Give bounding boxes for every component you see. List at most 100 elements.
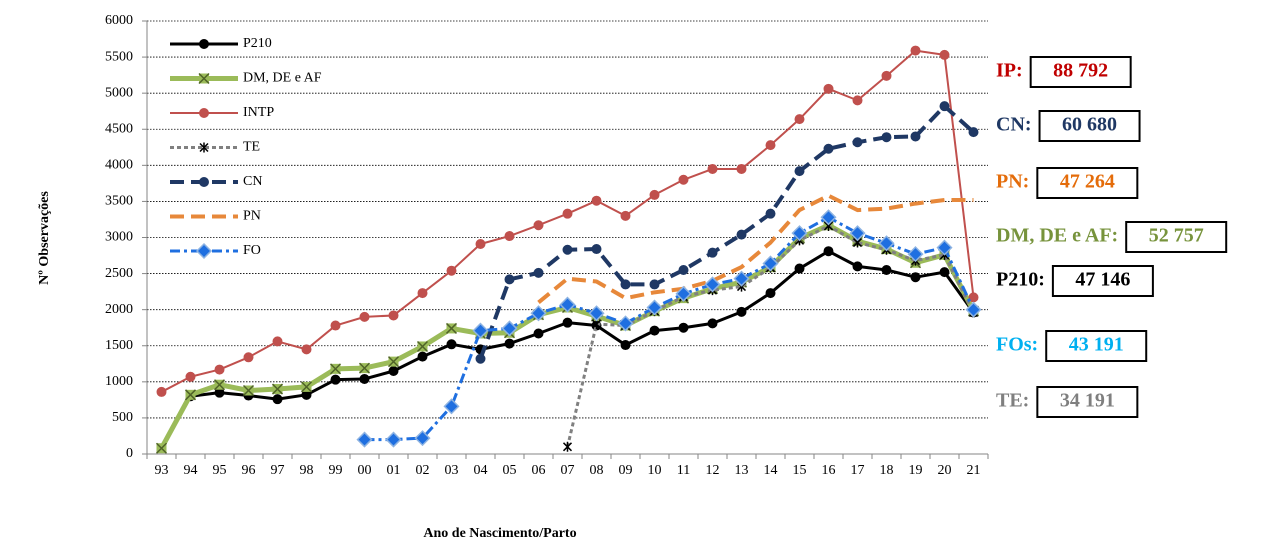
marker: [704, 276, 721, 293]
annotation-label: TE:: [996, 390, 1029, 412]
marker: [878, 235, 895, 252]
annotation-value: 43 191: [1069, 334, 1124, 356]
legend-label: DM, DE e AF: [243, 71, 322, 86]
annotation-label: CN:: [996, 114, 1032, 136]
legend-item: TE: [170, 140, 260, 155]
x-tick-label: 09: [619, 463, 633, 478]
marker: [907, 246, 924, 263]
legend-label: CN: [243, 174, 262, 189]
x-tick-label: 13: [735, 463, 749, 478]
x-tick-label: 06: [532, 463, 546, 478]
marker: [910, 131, 921, 142]
y-tick-label: 500: [112, 410, 133, 425]
y-tick-label: 3500: [105, 194, 133, 209]
legend-item: CN: [170, 174, 262, 189]
legend-item: DM, DE e AF: [170, 71, 322, 86]
series: [537, 193, 974, 304]
annotation-box: [1036, 386, 1139, 418]
annotation-value: 34 191: [1060, 390, 1115, 412]
series: [156, 45, 979, 397]
marker: [387, 356, 400, 368]
marker: [852, 261, 863, 272]
marker-cross: [416, 340, 429, 353]
x-axis-title: Ano de Nascimento/Parto: [423, 526, 576, 541]
marker: [475, 353, 486, 364]
legend-label: PN: [243, 209, 261, 224]
annotation-label: PN:: [996, 171, 1029, 193]
series-line: [478, 104, 975, 360]
marker: [195, 242, 213, 260]
y-tick-label: 0: [126, 446, 133, 461]
marker: [155, 442, 168, 454]
marker: [939, 101, 950, 112]
annotation-value: 47 264: [1060, 171, 1115, 193]
annotation-box: [1051, 265, 1154, 297]
series: [475, 101, 979, 364]
legend-item: PN: [170, 209, 261, 224]
marker: [910, 272, 921, 283]
marker: [649, 279, 660, 290]
annotation-value: 52 757: [1149, 225, 1204, 247]
x-tick-label: 12: [706, 463, 720, 478]
marker: [591, 244, 602, 255]
marker: [678, 322, 689, 333]
marker: [300, 381, 313, 393]
annotation-box: [1036, 167, 1139, 199]
marker: [736, 163, 747, 174]
marker: [562, 441, 573, 452]
y-tick-label: 1000: [105, 374, 133, 389]
marker: [588, 305, 605, 322]
legend-label: P210: [243, 36, 272, 51]
marker: [939, 49, 950, 60]
marker: [823, 83, 834, 94]
annotation: FOs: 43 191: [996, 330, 1148, 362]
marker: [620, 210, 631, 221]
series-line: [364, 215, 975, 442]
marker: [736, 229, 747, 240]
marker: [184, 389, 197, 401]
y-tick-label: 1500: [105, 338, 133, 353]
marker-cross: [155, 442, 168, 454]
marker: [562, 317, 573, 328]
marker: [214, 364, 225, 375]
x-tick-label: 20: [938, 463, 952, 478]
annotation-box: [1045, 330, 1148, 362]
marker: [472, 322, 489, 339]
marker: [965, 301, 982, 318]
marker: [881, 70, 892, 81]
marker: [242, 384, 255, 397]
y-tick-label: 2500: [105, 266, 133, 281]
x-tick-label: 14: [764, 463, 778, 478]
x-tick-label: 15: [793, 463, 807, 478]
marker-cross: [358, 362, 371, 374]
y-tick-label: 3000: [105, 230, 133, 245]
marker: [675, 285, 692, 302]
marker: [939, 267, 950, 278]
marker-cross: [329, 363, 342, 375]
annotation: P210: 47 146: [996, 265, 1154, 297]
marker-cross: [184, 389, 197, 401]
marker: [881, 132, 892, 143]
annotation-label: DM, DE e AF:: [996, 225, 1118, 247]
legend-label: INTP: [243, 105, 274, 120]
marker-cross: [271, 383, 284, 395]
marker: [356, 431, 373, 448]
marker: [416, 340, 429, 353]
marker-cross: [387, 356, 400, 368]
marker-cross: [300, 381, 313, 393]
series-line: [537, 193, 974, 304]
marker: [385, 431, 402, 448]
legend-item: P210: [170, 36, 272, 51]
x-tick-label: 21: [967, 463, 981, 478]
x-tick-label: 97: [271, 463, 285, 478]
y-tick-label: 5500: [105, 49, 133, 64]
x-tick-label: 18: [880, 463, 894, 478]
series-line: [161, 49, 975, 393]
marker: [199, 177, 209, 187]
marker: [707, 247, 718, 258]
annotation-value: 88 792: [1053, 60, 1108, 82]
marker: [443, 398, 460, 415]
marker: [329, 363, 342, 375]
marker: [646, 299, 663, 316]
